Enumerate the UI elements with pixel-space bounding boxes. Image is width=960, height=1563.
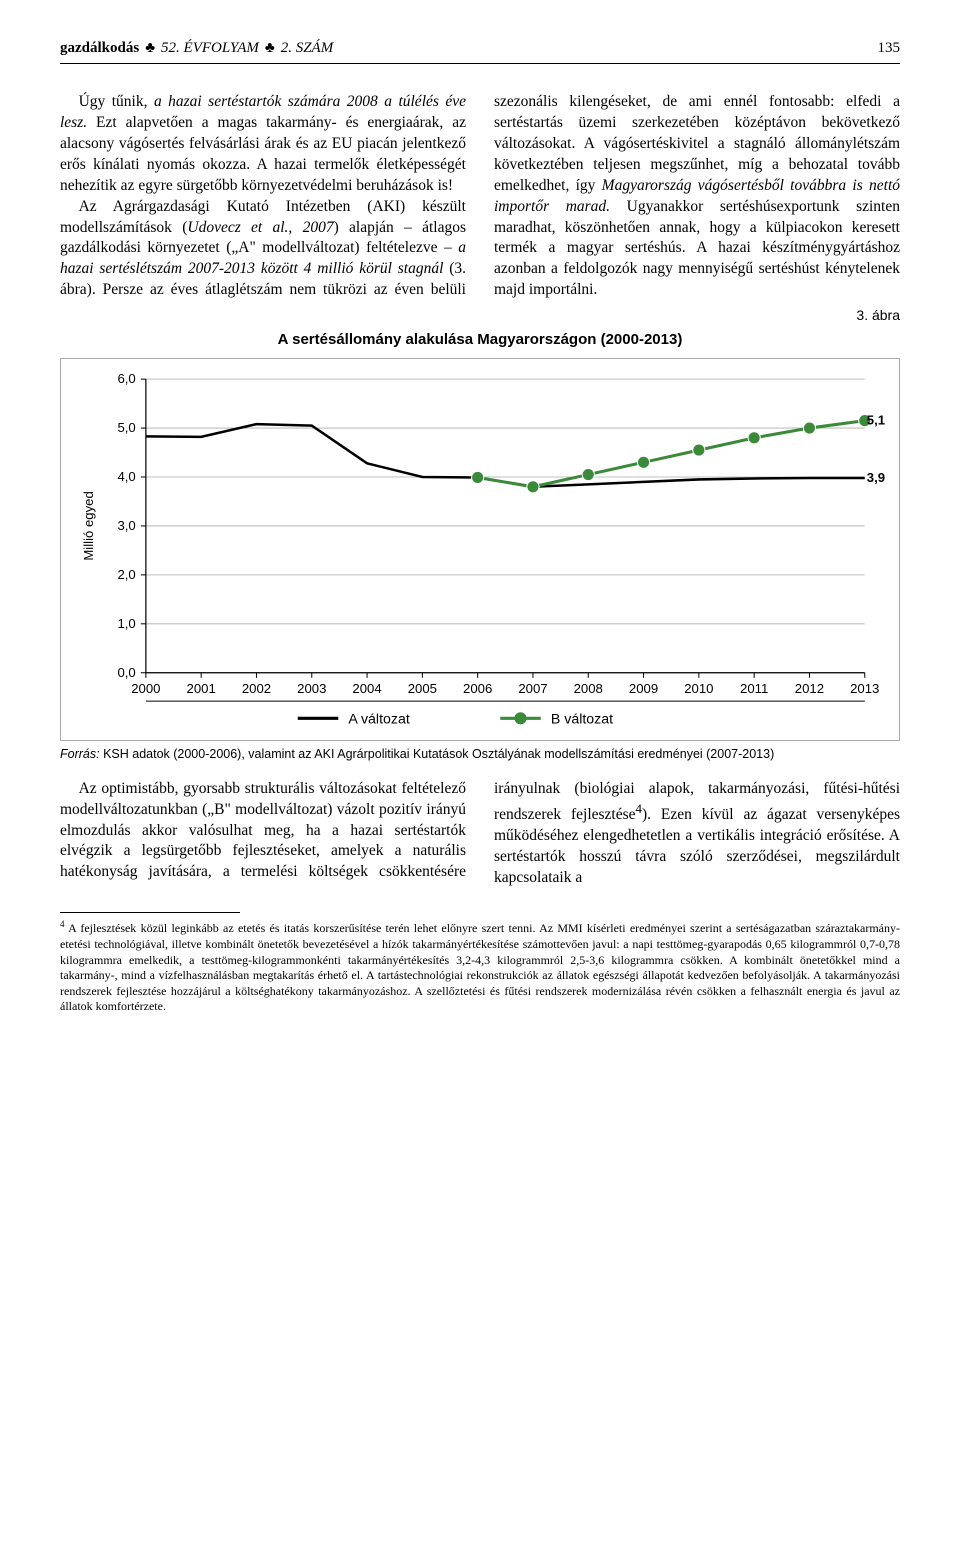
svg-text:2002: 2002 xyxy=(242,681,271,696)
page-container: gazdálkodás ♣ 52. ÉVFOLYAM ♣ 2. SZÁM 135… xyxy=(0,0,960,1045)
header-rule xyxy=(60,63,900,64)
chart-source: Forrás: KSH adatok (2000-2006), valamint… xyxy=(60,747,900,761)
paragraph: Az optimistább, gyorsabb strukturális vá… xyxy=(60,779,900,889)
svg-text:2005: 2005 xyxy=(408,681,437,696)
text: Ezt alapvetően a magas takarmány- és ene… xyxy=(60,114,466,194)
paragraph: Úgy tűnik, a hazai sertéstartók számára … xyxy=(60,92,466,197)
svg-text:6,0: 6,0 xyxy=(117,371,135,386)
source-text: KSH adatok (2000-2006), valamint az AKI … xyxy=(100,747,775,761)
volume: 52. ÉVFOLYAM xyxy=(161,40,259,57)
source-label: Forrás: xyxy=(60,747,100,761)
svg-text:2007: 2007 xyxy=(518,681,547,696)
svg-text:5,153: 5,153 xyxy=(867,413,885,428)
svg-text:2008: 2008 xyxy=(574,681,603,696)
svg-text:2009: 2009 xyxy=(629,681,658,696)
footnote: 4 A fejlesztések közül leginkább az etet… xyxy=(60,919,900,1015)
club-icon: ♣ xyxy=(265,40,275,57)
svg-text:3,979: 3,979 xyxy=(867,470,885,485)
italic-text: Udovecz et al., 2007 xyxy=(187,219,333,236)
svg-text:2013: 2013 xyxy=(850,681,879,696)
svg-text:4,0: 4,0 xyxy=(117,469,135,484)
svg-text:0,0: 0,0 xyxy=(117,665,135,680)
header-left: gazdálkodás ♣ 52. ÉVFOLYAM ♣ 2. SZÁM xyxy=(60,40,333,57)
svg-text:3,0: 3,0 xyxy=(117,518,135,533)
svg-text:2012: 2012 xyxy=(795,681,824,696)
svg-text:Millió egyed: Millió egyed xyxy=(81,491,96,560)
issue: 2. SZÁM xyxy=(281,40,334,57)
page-number: 135 xyxy=(878,40,901,57)
chart-container: 0,0 1,0 2,0 3,0 4,0 5,0 6,0 2000 2001 2002 2003 200… xyxy=(60,358,900,741)
running-header: gazdálkodás ♣ 52. ÉVFOLYAM ♣ 2. SZÁM 135 xyxy=(60,40,900,57)
figure-label: 3. ábra xyxy=(60,307,900,323)
footnote-rule xyxy=(60,912,240,913)
svg-text:1,0: 1,0 xyxy=(117,616,135,631)
svg-text:2003: 2003 xyxy=(297,681,326,696)
chart-title: A sertésállomány alakulása Magyarországo… xyxy=(60,331,900,348)
svg-text:2000: 2000 xyxy=(131,681,160,696)
body-columns-1: Úgy tűnik, a hazai sertéstartók számára … xyxy=(60,92,900,301)
svg-text:A változat: A változat xyxy=(348,712,409,728)
svg-text:2,0: 2,0 xyxy=(117,567,135,582)
svg-text:2006: 2006 xyxy=(463,681,492,696)
svg-text:2010: 2010 xyxy=(684,681,713,696)
body-columns-2: Az optimistább, gyorsabb strukturális vá… xyxy=(60,779,900,889)
line-chart: 0,0 1,0 2,0 3,0 4,0 5,0 6,0 2000 2001 2002 2003 200… xyxy=(75,369,885,734)
text: Úgy tűnik, xyxy=(79,93,154,110)
svg-text:B változat: B változat xyxy=(551,712,613,728)
club-icon: ♣ xyxy=(145,40,155,57)
footnote-text: A fejlesztések közül leginkább az etetés… xyxy=(60,921,900,1013)
svg-text:2001: 2001 xyxy=(187,681,216,696)
svg-text:2004: 2004 xyxy=(352,681,381,696)
journal-name: gazdálkodás xyxy=(60,40,139,57)
svg-text:2011: 2011 xyxy=(740,681,768,696)
svg-text:5,0: 5,0 xyxy=(117,420,135,435)
